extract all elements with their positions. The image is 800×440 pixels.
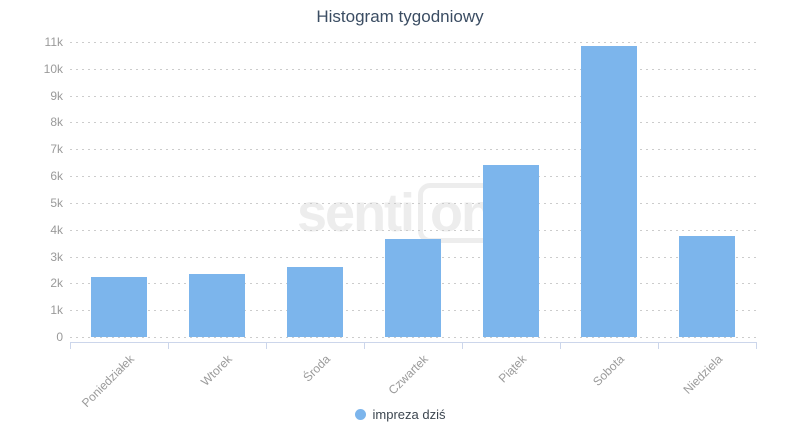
- gridline: [70, 95, 756, 97]
- gridline: [70, 176, 756, 178]
- gridline: [70, 202, 756, 204]
- y-axis-label: 2k: [50, 276, 63, 291]
- y-axis-label: 11k: [44, 35, 63, 49]
- x-axis-label: Piątek: [495, 352, 529, 386]
- x-axis-label: Sobota: [590, 352, 627, 389]
- gridline: [70, 68, 756, 70]
- y-axis-label: 10k: [43, 61, 63, 76]
- bar[interactable]: [679, 235, 735, 337]
- x-axis-tick: [462, 342, 463, 349]
- gridline: [70, 149, 756, 151]
- x-axis-tick: [70, 342, 71, 349]
- y-axis-label: 9k: [50, 88, 63, 103]
- x-axis-label: Środa: [300, 352, 333, 385]
- bar[interactable]: [287, 267, 343, 337]
- x-axis-label: Wtorek: [198, 352, 235, 389]
- x-axis-tick: [658, 342, 659, 349]
- x-axis-label: Niedziela: [680, 352, 725, 397]
- watermark-text-prefix: senti: [297, 183, 415, 243]
- x-axis-tick: [756, 342, 757, 349]
- x-axis-line: [70, 342, 757, 343]
- x-axis-tick: [560, 342, 561, 349]
- bar[interactable]: [91, 276, 147, 337]
- y-axis-label: 5k: [50, 195, 63, 210]
- chart-title: Histogram tygodniowy: [316, 7, 484, 26]
- watermark-logo: senti one: [297, 183, 533, 255]
- legend-item[interactable]: impreza dziś: [0, 407, 800, 422]
- y-axis-label: 1k: [50, 303, 63, 318]
- bar[interactable]: [385, 239, 441, 337]
- legend-marker-icon: [354, 409, 366, 420]
- bar[interactable]: [483, 165, 539, 337]
- gridline: [70, 122, 756, 124]
- x-axis-tick: [168, 342, 169, 349]
- bar[interactable]: [581, 46, 637, 337]
- y-axis-label: 7k: [50, 142, 63, 157]
- x-axis-label: Czwartek: [385, 352, 431, 398]
- legend-label: impreza dziś: [372, 407, 446, 422]
- y-axis-label: 3k: [50, 249, 63, 264]
- gridline: [70, 337, 756, 338]
- y-axis-label: 6k: [50, 169, 63, 184]
- gridline: [70, 42, 756, 43]
- x-axis-label: Poniedziałek: [78, 352, 137, 411]
- x-axis-tick: [364, 342, 365, 349]
- bar[interactable]: [189, 273, 245, 337]
- y-axis-label: 8k: [50, 115, 63, 130]
- gridline: [70, 229, 756, 231]
- x-axis-tick: [266, 342, 267, 349]
- y-axis-label: 0: [56, 330, 63, 344]
- y-axis-label: 4k: [50, 222, 63, 237]
